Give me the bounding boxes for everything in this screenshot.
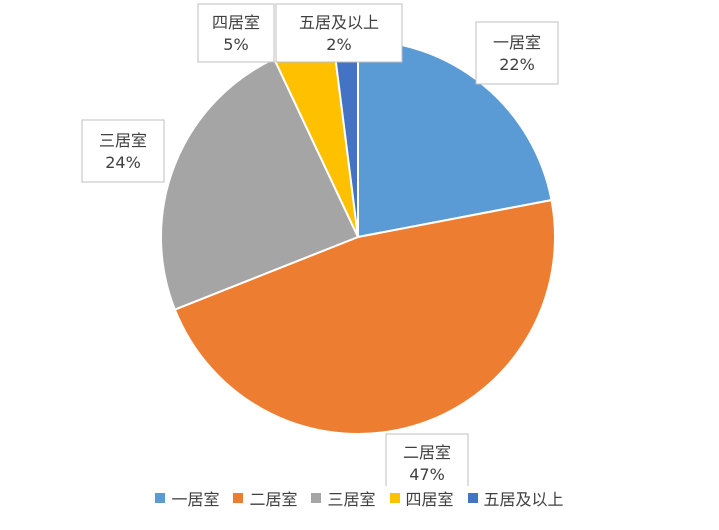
pie-chart: 一居室 22% 二居室 47% 三居室 24% 四居室 5% 五居及以上 2%: [81, 3, 559, 486]
data-label-box: [81, 119, 165, 183]
data-label-box: [275, 3, 403, 63]
data-label-percent: 5%: [223, 35, 248, 54]
data-label-category: 二居室: [403, 443, 451, 462]
legend-swatch: [467, 493, 478, 503]
pie-slice-2: [173, 198, 556, 435]
legend-item-3: 三居室: [311, 486, 376, 510]
legend-item-5: 五居及以上: [467, 486, 564, 510]
legend-label: 二居室: [249, 490, 298, 509]
data-label-1: 一居室 22%: [475, 21, 559, 85]
data-label-category: 五居及以上: [299, 13, 379, 32]
legend-item-1: 一居室: [155, 486, 219, 510]
legend-swatch: [389, 493, 400, 503]
data-label-4: 四居室 5%: [197, 3, 275, 63]
data-label-percent: 2%: [326, 35, 351, 54]
legend-swatch: [311, 493, 322, 503]
data-label-3: 三居室 24%: [81, 119, 165, 183]
data-label-percent: 47%: [409, 465, 445, 484]
data-label-category: 一居室: [493, 33, 541, 52]
data-label-box: [475, 21, 559, 85]
data-label-5: 五居及以上 2%: [275, 3, 403, 63]
pie-slice-3: [160, 57, 360, 311]
legend-swatch: [233, 493, 244, 503]
pie-slices: [160, 38, 556, 435]
legend-item-4: 四居室: [389, 486, 454, 510]
data-label-box: [197, 3, 275, 63]
data-label-category: 四居室: [212, 13, 260, 32]
legend-swatch: [155, 493, 166, 503]
legend-item-2: 二居室: [233, 486, 297, 510]
chart-legend: 一居室 二居室 三居室 四居室 五居及以上: [0, 486, 719, 510]
legend-label: 五居及以上: [483, 490, 564, 509]
data-labels: 一居室 22% 二居室 47% 三居室 24% 四居室 5% 五居及以上 2%: [81, 3, 559, 486]
data-label-category: 三居室: [99, 131, 147, 150]
data-label-2: 二居室 47%: [385, 433, 469, 486]
legend-label: 四居室: [405, 490, 454, 509]
data-label-percent: 24%: [105, 153, 141, 172]
data-label-percent: 22%: [499, 55, 535, 74]
legend-label: 一居室: [171, 490, 220, 509]
data-label-box: [385, 433, 469, 486]
legend-label: 三居室: [327, 490, 376, 509]
